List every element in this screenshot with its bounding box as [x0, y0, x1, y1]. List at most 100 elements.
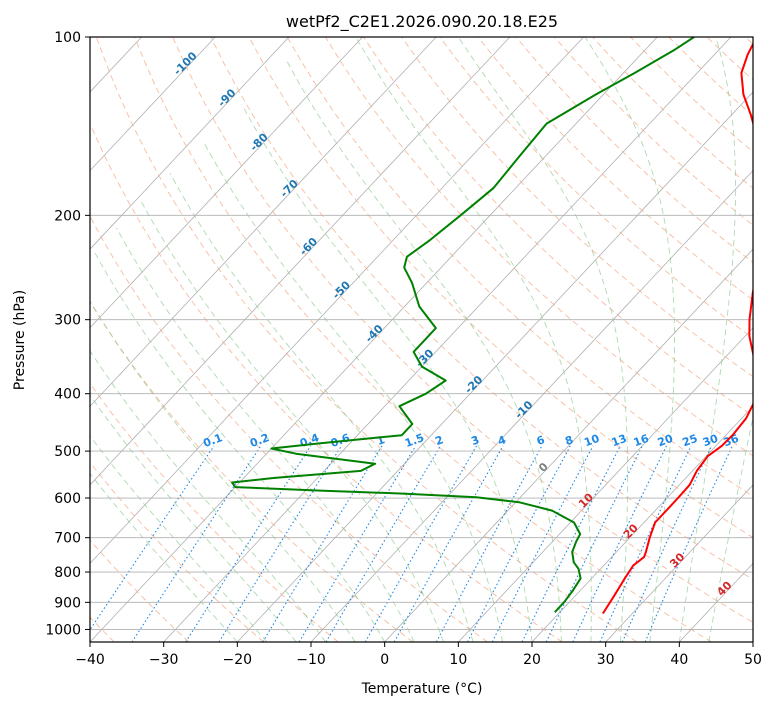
mixing-ratio-line: [393, 445, 504, 642]
moist-adiabat-line: [116, 227, 415, 642]
mixing-ratio-label: 4: [496, 433, 508, 448]
dry-adiabat-line: [95, 37, 638, 642]
dry-adiabat-line: [90, 122, 563, 642]
moist-adiabat-line: [708, 414, 753, 642]
mixing-ratio-line: [521, 445, 621, 642]
y-tick-label: 600: [54, 491, 81, 507]
isotherm-line: [90, 37, 511, 486]
x-tick-label: −30: [149, 652, 179, 668]
dry-adiabat-line: [477, 37, 753, 301]
y-tick-label: 500: [54, 444, 81, 460]
mixing-ratio-label: 30: [701, 432, 720, 450]
temperature-profile-line: [602, 41, 753, 615]
moist-adiabat-line: [584, 37, 675, 642]
mixing-ratio-label: 0.2: [248, 431, 271, 450]
mixing-ratio-label: 10: [582, 432, 601, 450]
moist-adiabat-line: [90, 394, 297, 642]
mixing-ratio-label: 3: [470, 433, 482, 448]
mixing-ratio-line: [131, 445, 262, 642]
isotherm-line: [90, 37, 363, 329]
chart-title: wetPf2_C2E1.2026.090.20.18.E25: [286, 12, 558, 32]
mixing-ratio-line: [491, 445, 594, 642]
mixing-ratio-label: 25: [681, 432, 700, 449]
y-tick-label: 1000: [45, 622, 81, 638]
mixing-ratio-label: 20: [656, 432, 675, 450]
mixing-ratio-line: [325, 445, 441, 642]
mixing-ratio-label: 0.1: [201, 431, 224, 450]
y-tick-label: 900: [54, 595, 81, 611]
y-tick-label: 700: [54, 531, 81, 547]
x-axis-ticks: −40 −30 −20 −10 0 10 20 30 40 50: [75, 642, 762, 668]
mixing-ratio-line: [572, 445, 667, 642]
profile-lines: [231, 37, 753, 615]
mixing-ratio-label: 6: [535, 433, 547, 448]
dry-adiabat-line: [90, 461, 264, 642]
x-tick-label: 30: [597, 652, 615, 668]
moist-adiabat-line: [93, 251, 386, 642]
dry-adiabat-line: [210, 37, 753, 581]
plot-frame: [89, 36, 754, 643]
isotherm-line: [384, 248, 753, 642]
mixing-ratio-labels: 0.1 0.2 0.4 0.6 1 1.5 2 3 4 6 8 10 13 16 20 25 30 36: [201, 431, 740, 450]
x-tick-label: 20: [523, 652, 541, 668]
x-tick-label: −20: [223, 652, 253, 668]
y-axis-ticks: 100 200 300 400 500 600 700 800 900 1000: [45, 30, 90, 638]
plot-area: [90, 37, 753, 642]
y-tick-label: 300: [54, 313, 81, 329]
moist-adiabat-line: [286, 61, 562, 642]
isotherm-line: [90, 37, 437, 407]
x-axis-label: Temperature (°C): [361, 681, 483, 697]
mixing-ratio-label: 36: [722, 432, 741, 450]
mixing-ratio-line: [218, 445, 342, 642]
mixing-ratio-label: 13: [610, 432, 629, 449]
dry-adiabat-line: [134, 37, 712, 642]
x-tick-label: 40: [670, 652, 688, 668]
dewpoint-profile-line: [231, 37, 695, 613]
y-tick-label: 800: [54, 565, 81, 581]
pressure-gridlines: [90, 37, 753, 630]
x-tick-label: 50: [744, 652, 762, 668]
y-tick-label: 100: [54, 30, 81, 46]
mixing-ratio-line: [644, 445, 733, 642]
moist-adiabat-line: [678, 37, 737, 642]
mixing-ratio-label: 1.5: [403, 431, 426, 450]
dry-adiabat-line: [172, 37, 753, 624]
moist-adiabat-line: [241, 104, 533, 642]
mixing-ratio-label: 1: [375, 433, 387, 448]
y-tick-label: 400: [54, 387, 81, 403]
isotherm-line: [752, 641, 753, 642]
isotherm-line: [90, 37, 216, 172]
isotherm-line: [310, 169, 753, 642]
isotherm-line: [237, 91, 753, 642]
x-tick-label: −40: [75, 652, 105, 668]
moist-adiabat-line: [141, 201, 445, 642]
y-tick-label: 200: [54, 208, 81, 224]
dry-adiabat-line: [248, 37, 753, 539]
dry-adiabat-line: [90, 215, 488, 642]
isotherm-line: [90, 37, 658, 642]
mixing-ratio-line: [545, 445, 643, 642]
y-axis-label: Pressure (hPa): [12, 290, 28, 390]
mixing-ratio-line: [185, 445, 312, 642]
isotherm-line: [163, 37, 732, 642]
x-tick-label: −10: [296, 652, 326, 668]
x-tick-label: 0: [380, 652, 389, 668]
moist-adiabat-line: [90, 472, 238, 642]
moist-adiabat-line: [355, 37, 592, 642]
x-tick-label: 10: [449, 652, 467, 668]
moist-adiabat-line: [90, 300, 356, 642]
dry-adiabat-line: [286, 37, 753, 497]
moist-adiabat-line: [457, 37, 629, 642]
mixing-ratio-label: 2: [433, 433, 445, 448]
isotherm-line: [0, 37, 68, 642]
mixing-ratio-label: 8: [563, 433, 575, 448]
moist-adiabat-line: [169, 173, 474, 642]
mixing-ratio-line: [298, 445, 417, 642]
mixing-ratio-label: 16: [632, 432, 651, 450]
mixing-ratio-line: [262, 445, 383, 642]
isotherm-line: [90, 37, 290, 250]
isotherm-line: [90, 37, 584, 565]
mixing-ratio-line: [90, 445, 215, 631]
